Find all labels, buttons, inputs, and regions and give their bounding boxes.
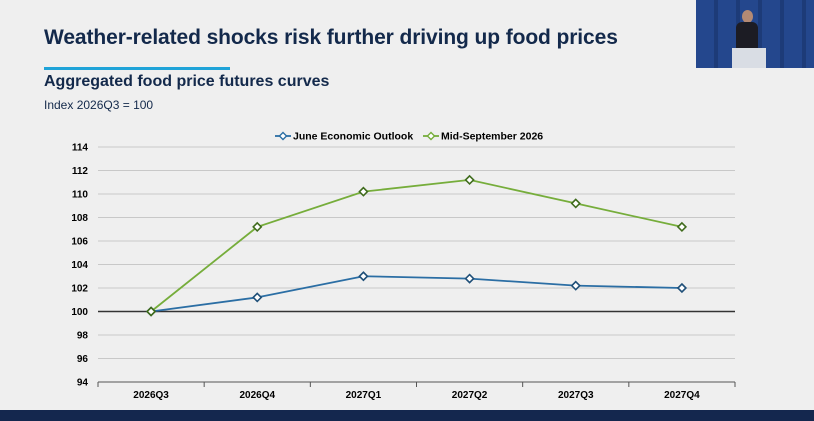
y-tick-label: 110 xyxy=(72,190,89,201)
x-tick-label: 2027Q4 xyxy=(664,390,700,401)
series-1-point xyxy=(252,292,263,303)
series-2-point xyxy=(358,186,369,197)
y-tick-label: 102 xyxy=(71,284,88,295)
footer-bar xyxy=(0,410,814,421)
legend-label-2: Mid-September 2026 xyxy=(441,131,543,143)
y-tick-label: 94 xyxy=(77,378,89,389)
legend-marker-2 xyxy=(426,131,436,141)
legend-label-1: June Economic Outlook xyxy=(293,131,413,143)
y-tick-label: 100 xyxy=(71,307,88,318)
y-tick-label: 112 xyxy=(72,166,89,177)
x-tick-label: 2026Q4 xyxy=(239,390,275,401)
series-2-point xyxy=(145,306,157,317)
series-1-point xyxy=(464,273,475,284)
x-tick-label: 2026Q3 xyxy=(133,390,169,401)
y-tick-label: 98 xyxy=(77,331,89,342)
chart-series xyxy=(98,174,735,317)
series-2-point xyxy=(570,198,581,209)
chart-subtitle: Index 2026Q3 = 100 xyxy=(44,98,154,112)
y-tick-label: 96 xyxy=(77,354,89,365)
series-2-point xyxy=(464,174,475,186)
chart-legend: June Economic Outlook Mid-September 2026 xyxy=(275,131,543,143)
series-1-point xyxy=(358,271,369,282)
slide-title: Weather-related shocks risk further driv… xyxy=(44,26,618,49)
series-2-point xyxy=(252,221,263,233)
series-1-point xyxy=(570,280,581,291)
podium xyxy=(732,48,766,68)
y-tick-label: 104 xyxy=(71,260,88,271)
title-accent-rule xyxy=(44,67,230,70)
series-line-2 xyxy=(150,178,683,313)
speaker-figure xyxy=(736,10,758,50)
y-tick-label: 114 xyxy=(72,143,89,154)
y-tick-label: 106 xyxy=(71,237,88,248)
chart-axes: 94 96 98 100 102 104 106 108 110 112 114 2026Q3 2026… xyxy=(71,143,736,401)
y-tick-label: 108 xyxy=(71,213,88,224)
chart-title: Aggregated food price futures curves xyxy=(44,73,330,90)
chart-gridlines xyxy=(98,146,735,359)
series-1-point xyxy=(676,282,688,294)
x-tick-label: 2027Q1 xyxy=(346,390,382,401)
speaker-video-thumbnail[interactable] xyxy=(696,0,814,68)
x-tick-label: 2027Q3 xyxy=(558,390,594,401)
series-2-point xyxy=(676,221,688,233)
legend-marker-1 xyxy=(278,131,288,141)
x-tick-label: 2027Q2 xyxy=(452,390,488,401)
series-line-1 xyxy=(150,275,682,313)
